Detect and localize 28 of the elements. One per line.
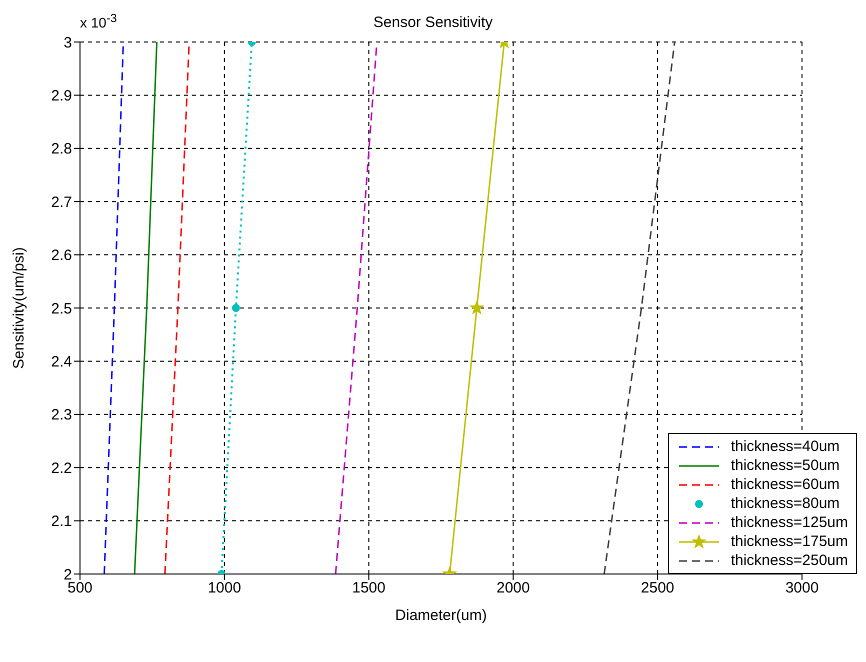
point <box>232 304 240 312</box>
legend-label: thickness=50um <box>730 457 840 474</box>
y-tick-label: 2.4 <box>51 354 72 371</box>
legend-label: thickness=40um <box>730 438 840 455</box>
point <box>469 300 484 314</box>
y-tick-label: 2.7 <box>51 194 72 211</box>
chart-title: Sensor Sensitivity <box>373 14 493 31</box>
x-tick-label: 3000 <box>785 580 819 597</box>
legend-label: thickness=250um <box>730 552 848 569</box>
legend-label: thickness=60um <box>730 476 840 493</box>
y-tick-label: 2.9 <box>51 88 72 105</box>
y-tick-label: 2.8 <box>51 140 72 158</box>
x-tick-label: 1500 <box>352 580 386 597</box>
y-tick-label: 2.6 <box>51 247 72 264</box>
y-tick-label: 2.2 <box>51 460 72 477</box>
x-tick-label: 1000 <box>208 580 242 597</box>
y-tick-label: 3 <box>64 34 72 52</box>
x-tick-label: 2000 <box>496 580 530 597</box>
y-tick-label: 2.3 <box>51 406 72 424</box>
y-axis-title: Sensitivity(um/psi) <box>10 247 28 369</box>
x-tick-label: 2500 <box>640 580 674 597</box>
text: x 10$^{-3}$ <box>80 12 117 31</box>
legend-label: thickness=175um <box>730 533 848 550</box>
legend-label: thickness=125um <box>730 514 848 531</box>
y-tick-label: 2.5 <box>51 300 72 318</box>
x-axis-title: Diameter(um) <box>395 607 487 624</box>
y-tick-label: 2.1 <box>51 513 72 530</box>
legend-label: thickness=80um <box>730 495 840 512</box>
